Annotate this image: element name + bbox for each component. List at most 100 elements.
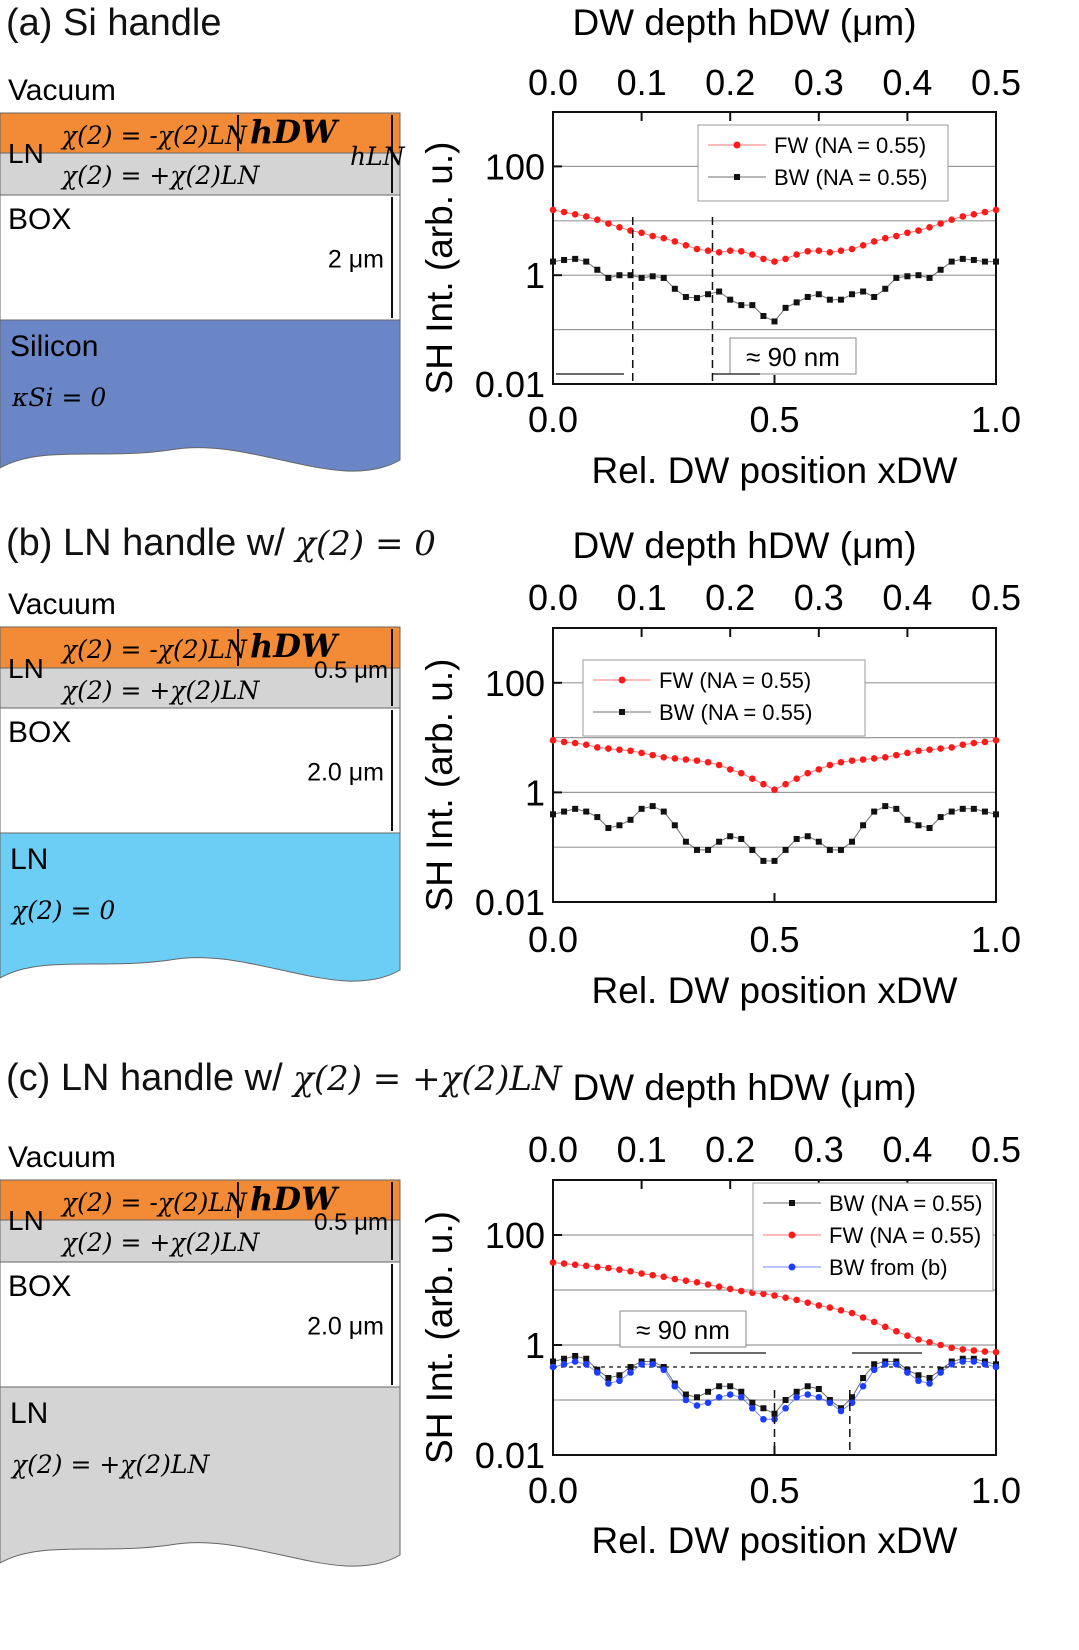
- data-point: [837, 846, 844, 853]
- data-point: [826, 846, 833, 853]
- data-point: [904, 749, 911, 757]
- data-point: [815, 1386, 822, 1392]
- data-point: [937, 220, 944, 227]
- legend-label: BW (NA = 0.55): [659, 700, 812, 725]
- data-point: [616, 272, 623, 279]
- data-point: [693, 1402, 701, 1409]
- data-point: [671, 238, 679, 245]
- panel-a: (a) Si handle Vacuum LN χ(2) = -χ(2)LN χ(2)…: [0, 0, 1079, 520]
- handle-label: LN: [10, 1397, 48, 1430]
- panel-c-title: (c) LN handle w/ χ(2) = +χ(2)LN: [6, 1057, 562, 1100]
- data-point: [804, 833, 811, 840]
- data-point: [550, 1358, 556, 1365]
- y-axis-label: SH Int. (arb. u.): [419, 1211, 460, 1464]
- data-point: [737, 769, 745, 777]
- data-point: [605, 274, 612, 281]
- data-point: [561, 808, 568, 815]
- data-point: [571, 1358, 579, 1365]
- data-point: [771, 1410, 778, 1417]
- chart-c: 0.0 0.1 0.2 0.3 0.4 0.5DW depth hDW (μm)0.0 0.…: [419, 1067, 1021, 1561]
- series-line: [552, 258, 996, 323]
- data-point: [549, 1259, 557, 1266]
- data-point: [893, 1327, 900, 1335]
- legend-label: BW from (b): [829, 1255, 948, 1280]
- y-tick-label: 1: [525, 772, 545, 813]
- data-point: [970, 210, 978, 218]
- data-point: [638, 274, 645, 281]
- data-point: [560, 738, 568, 746]
- data-point: [594, 1263, 601, 1271]
- data-point: [859, 1314, 867, 1321]
- box-label: BOX: [8, 203, 71, 236]
- data-point: [981, 738, 989, 746]
- series-line: [552, 805, 997, 862]
- data-point: [904, 816, 911, 823]
- data-point: [893, 232, 900, 240]
- h-dw-label: hDW: [250, 627, 340, 665]
- data-point: [870, 238, 878, 245]
- data-point: [948, 1360, 955, 1368]
- data-point: [993, 811, 999, 818]
- data-point: [549, 1363, 557, 1371]
- data-point: [793, 1296, 800, 1304]
- data-point: [859, 1382, 867, 1390]
- data-point: [726, 1391, 734, 1398]
- legend-marker: [734, 174, 740, 180]
- data-point: [671, 822, 678, 829]
- data-point: [726, 247, 734, 255]
- data-point: [782, 304, 789, 311]
- data-point: [926, 1380, 933, 1387]
- data-point: [871, 293, 878, 300]
- data-point: [926, 274, 933, 281]
- data-point: [627, 1369, 634, 1376]
- data-point: [737, 1393, 745, 1401]
- data-point: [594, 266, 601, 273]
- data-point: [583, 808, 590, 815]
- data-point: [649, 273, 656, 280]
- data-point: [782, 846, 789, 853]
- data-point: [582, 1262, 590, 1270]
- data-point: [749, 302, 756, 309]
- data-point: [582, 741, 590, 749]
- data-point: [771, 258, 778, 265]
- data-point: [859, 756, 867, 763]
- top-tick-label: 0.0: [528, 577, 578, 618]
- data-point: [660, 808, 667, 815]
- box-thickness-label: 2 μm: [328, 246, 384, 274]
- data-point: [693, 757, 701, 764]
- bottom-tick-label: 1.0: [971, 919, 1021, 960]
- data-point: [959, 1358, 967, 1365]
- chi-top-label: χ(2) = -χ(2)LN: [60, 121, 248, 150]
- data-point: [937, 266, 944, 273]
- data-point: [937, 1369, 944, 1376]
- data-point: [993, 258, 999, 265]
- data-point: [594, 1369, 601, 1376]
- data-point: [793, 299, 800, 306]
- top-tick-label: 0.1: [617, 62, 667, 103]
- data-point: [904, 1369, 911, 1376]
- panel-c: (c) LN handle w/ χ(2) = +χ(2)LN Vacuum LN…: [0, 1057, 1079, 1650]
- top-axis-label: DW depth hDW (μm): [572, 2, 916, 43]
- handle-sub-label: χ(2) = 0: [10, 896, 115, 925]
- data-point: [959, 741, 967, 749]
- ln-label: LN: [8, 1205, 44, 1236]
- bottom-tick-label: 0.5: [749, 399, 799, 440]
- data-point: [871, 808, 878, 815]
- data-point: [760, 1415, 767, 1423]
- data-point: [826, 1304, 834, 1311]
- data-point: [705, 1388, 712, 1395]
- layer-stack-b: Vacuum LN χ(2) = -χ(2)LN χ(2) = +χ(2)LN hDW B…: [0, 588, 401, 982]
- top-axis-label: DW depth hDW (μm): [572, 525, 916, 566]
- data-point: [583, 1355, 590, 1362]
- data-point: [826, 761, 834, 769]
- annotation-label: ≈ 90 nm: [746, 342, 840, 372]
- top-tick-label: 0.3: [794, 1129, 844, 1170]
- data-point: [605, 1264, 612, 1272]
- data-point: [860, 1375, 867, 1381]
- data-point: [804, 1391, 812, 1398]
- data-point: [594, 814, 601, 821]
- data-point: [981, 808, 988, 815]
- top-tick-label: 0.2: [705, 577, 755, 618]
- data-point: [915, 272, 922, 279]
- data-point: [871, 1361, 878, 1368]
